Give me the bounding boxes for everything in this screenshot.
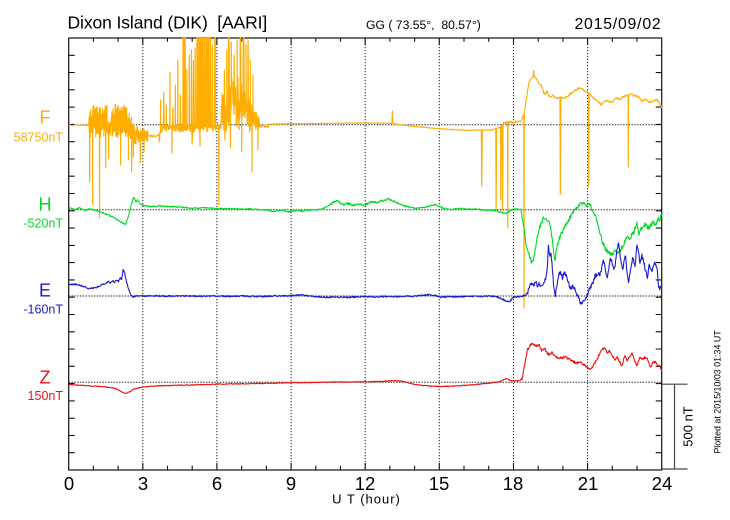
svg-text:6: 6 [212, 473, 222, 494]
svg-text:E: E [39, 280, 51, 300]
svg-text:150nT: 150nT [28, 389, 64, 403]
svg-text:24: 24 [652, 473, 673, 494]
svg-text:2015/09/02: 2015/09/02 [574, 16, 661, 33]
svg-text:15: 15 [429, 473, 450, 494]
svg-text:500 nT: 500 nT [681, 406, 696, 447]
svg-text:Dixon Island (DIK) [AARI]: Dixon Island (DIK) [AARI] [68, 12, 268, 32]
svg-text:58750nT: 58750nT [14, 131, 64, 145]
svg-text:Z: Z [40, 368, 51, 388]
svg-text:12: 12 [355, 473, 376, 494]
svg-text:F: F [40, 108, 51, 128]
svg-text:18: 18 [503, 473, 524, 494]
svg-text:-520nT: -520nT [23, 217, 63, 231]
svg-text:3: 3 [138, 473, 148, 494]
svg-text:9: 9 [286, 473, 296, 494]
svg-text:U T (hour): U T (hour) [332, 491, 401, 506]
svg-text:H: H [39, 195, 52, 215]
svg-text:21: 21 [578, 473, 599, 494]
svg-text:0: 0 [64, 473, 74, 494]
svg-text:Plotted at 2015/10/03 01:34 UT: Plotted at 2015/10/03 01:34 UT [713, 330, 723, 454]
svg-text:-160nT: -160nT [23, 303, 63, 317]
svg-text:GG ( 73.55°, 80.57°): GG ( 73.55°, 80.57°) [366, 18, 481, 32]
